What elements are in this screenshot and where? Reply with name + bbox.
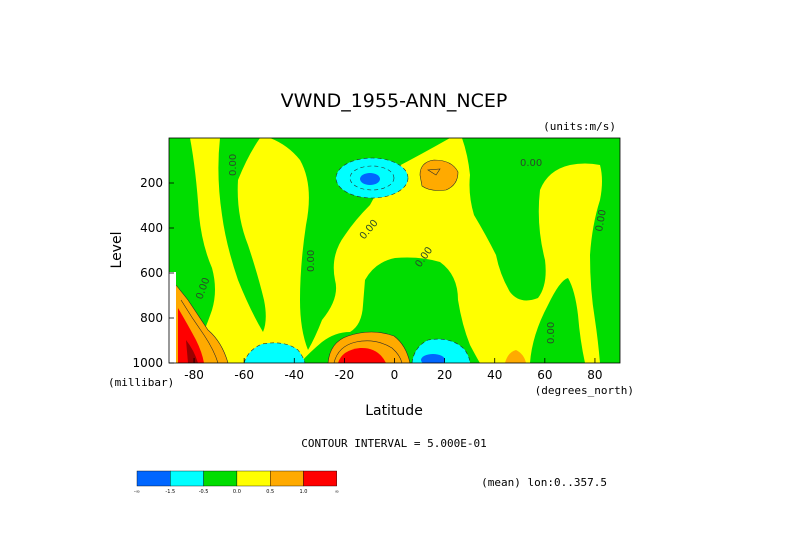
axis-ticks: -80 -60 -40 -20 0 20 40 60 80 200 400 600 800 1000 xyxy=(132,176,602,382)
orange-region-upper-subtropics xyxy=(420,160,458,191)
colorbar-label: 1.0 xyxy=(300,489,308,495)
y-axis-label: Level xyxy=(109,232,125,269)
x-tick-label: -80 xyxy=(184,368,204,382)
x-tick-label: 40 xyxy=(487,368,502,382)
y-units-label: (millibar) xyxy=(108,376,174,389)
contour-label-6: 0.00 xyxy=(594,209,609,233)
contour-lines xyxy=(175,157,471,363)
x-tick-label: 0 xyxy=(391,368,399,382)
plot-area: 0.00 0.00 0.00 0.00 0.00 0.00 0.00 0.00 xyxy=(169,138,620,363)
contour-label-5: 0.00 xyxy=(520,158,542,169)
cyan-region-south-surface xyxy=(244,342,305,363)
y-tick-label: 200 xyxy=(140,176,163,190)
x-tick-label: -60 xyxy=(234,368,254,382)
y-tick-label: 800 xyxy=(140,311,163,325)
green-region-south-midlat xyxy=(218,138,266,332)
colorbar-end-label: ∞ xyxy=(335,489,339,495)
colorbar-swatch xyxy=(203,470,238,487)
green-region-upper-tropics xyxy=(270,138,450,350)
x-tick-label: 20 xyxy=(437,368,452,382)
contour-label-7: 0.00 xyxy=(546,322,557,344)
colorbar-end-label: -∞ xyxy=(134,489,140,495)
green-region-center xyxy=(300,257,480,363)
colorbar-swatch xyxy=(303,470,337,487)
x-tick-label: -20 xyxy=(335,368,355,382)
colorbar: -1.5 -0.5 0.0 0.5 1.0 -∞ ∞ xyxy=(134,470,339,495)
contour-interval-text: CONTOUR INTERVAL = 5.000E-01 xyxy=(301,437,486,450)
orange-region-north-surface xyxy=(505,350,526,363)
red-core-antarctic xyxy=(178,308,204,363)
colorbar-label: -0.5 xyxy=(199,489,209,495)
colorbar-swatch xyxy=(136,470,171,487)
green-region-north-surface xyxy=(530,278,585,363)
colorbar-swatch xyxy=(236,470,271,487)
x-tick-label: 80 xyxy=(587,368,602,382)
colorbar-label: 0.0 xyxy=(233,489,241,495)
green-region-north-tropics xyxy=(462,138,620,363)
colorbar-label: -1.5 xyxy=(165,489,175,495)
colorbar-swatch xyxy=(270,470,304,487)
x-tick-label: -40 xyxy=(284,368,304,382)
y-tick-label: 1000 xyxy=(132,356,163,370)
x-tick-label: 60 xyxy=(537,368,552,382)
y-tick-label: 600 xyxy=(140,266,163,280)
colorbar-label: 0.5 xyxy=(266,489,274,495)
units-label: (units:m/s) xyxy=(543,120,616,133)
contour-label-3: 0.00 xyxy=(306,250,317,272)
contour-label-1: 0.00 xyxy=(228,154,239,176)
red-core-south-surface xyxy=(338,347,386,363)
blue-core-north-surface xyxy=(421,354,445,363)
footer-text: (mean) lon:0..357.5 xyxy=(481,476,607,489)
x-axis-label: Latitude xyxy=(365,403,423,419)
green-region-south-polar xyxy=(169,138,215,340)
south-polar-white-gap xyxy=(169,272,176,363)
blue-core-upper xyxy=(360,173,380,185)
y-tick-label: 400 xyxy=(140,221,163,235)
chart-title: VWND_1955-ANN_NCEP xyxy=(281,90,508,112)
colorbar-swatch xyxy=(170,470,204,487)
darkred-core-antarctic xyxy=(186,340,198,363)
x-units-label: (degrees_north) xyxy=(535,384,634,397)
